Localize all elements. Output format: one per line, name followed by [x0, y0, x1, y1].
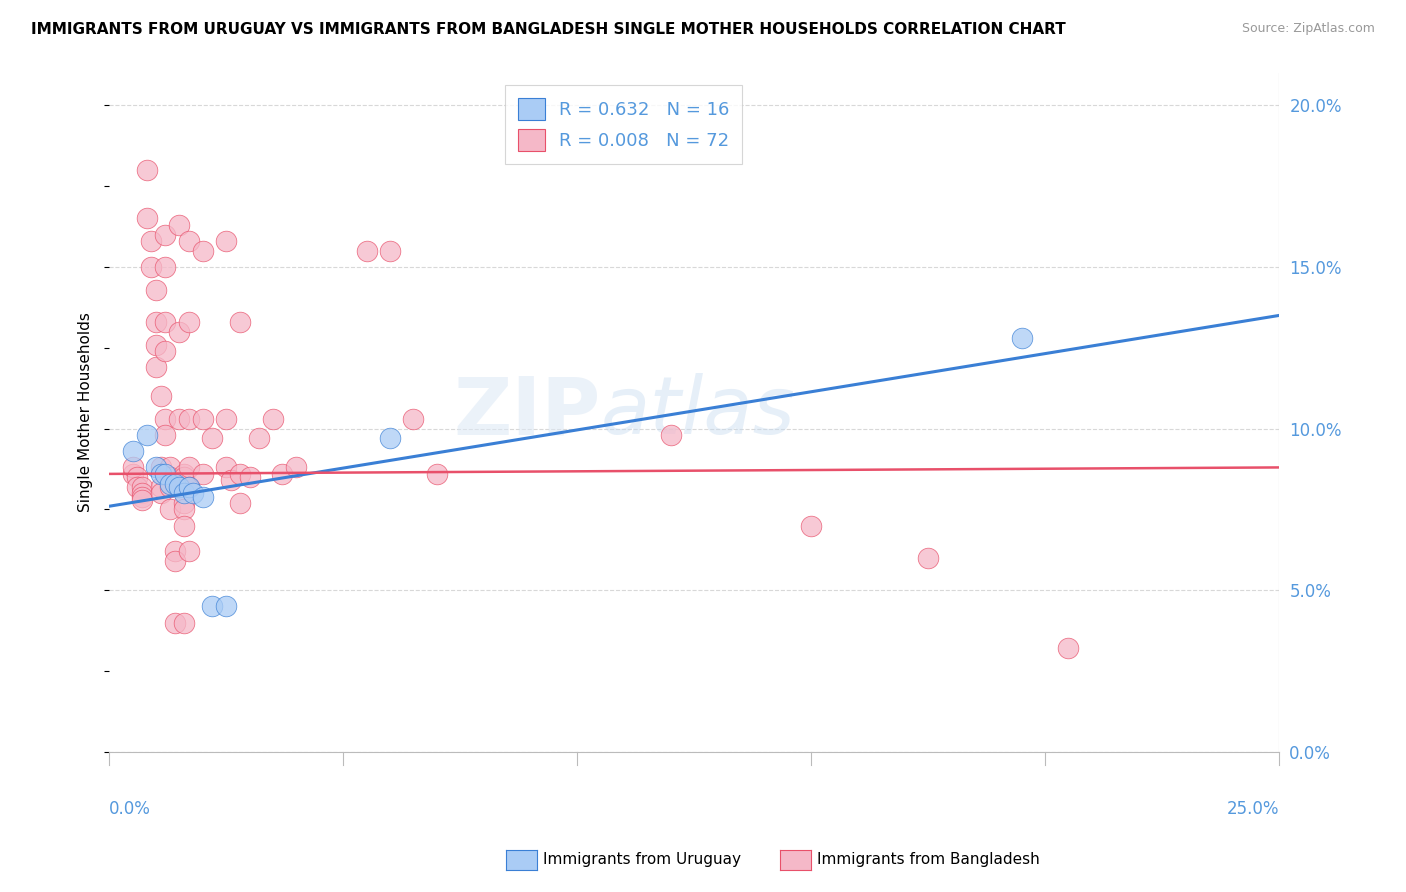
- Point: [145, 315, 167, 329]
- Point: [131, 492, 153, 507]
- Point: [378, 431, 401, 445]
- Text: Immigrants from Uruguay: Immigrants from Uruguay: [543, 853, 741, 867]
- Point: [917, 551, 939, 566]
- Point: [163, 615, 186, 630]
- Point: [173, 467, 195, 481]
- Point: [173, 615, 195, 630]
- Y-axis label: Single Mother Households: Single Mother Households: [79, 312, 93, 512]
- Text: Source: ZipAtlas.com: Source: ZipAtlas.com: [1241, 22, 1375, 36]
- Point: [159, 460, 181, 475]
- Point: [155, 467, 177, 481]
- Point: [135, 163, 157, 178]
- Point: [177, 480, 200, 494]
- Point: [135, 428, 157, 442]
- Point: [149, 389, 172, 403]
- Point: [131, 480, 153, 494]
- Point: [239, 470, 262, 484]
- Point: [145, 460, 167, 475]
- Point: [215, 460, 238, 475]
- Point: [800, 518, 823, 533]
- Point: [145, 360, 167, 375]
- Point: [247, 431, 270, 445]
- Point: [262, 412, 284, 426]
- Point: [159, 470, 181, 484]
- Point: [155, 428, 177, 442]
- Point: [191, 467, 214, 481]
- Point: [149, 467, 172, 481]
- Point: [177, 234, 200, 248]
- Point: [135, 211, 157, 226]
- Point: [426, 467, 449, 481]
- Point: [378, 244, 401, 258]
- Point: [1011, 331, 1033, 345]
- Point: [121, 467, 143, 481]
- Point: [229, 315, 252, 329]
- Point: [201, 599, 224, 614]
- Text: Immigrants from Bangladesh: Immigrants from Bangladesh: [817, 853, 1039, 867]
- Point: [145, 283, 167, 297]
- Point: [159, 502, 181, 516]
- Point: [271, 467, 294, 481]
- Point: [402, 412, 425, 426]
- Point: [173, 518, 195, 533]
- Point: [163, 554, 186, 568]
- Point: [155, 412, 177, 426]
- Point: [191, 412, 214, 426]
- Text: 0.0%: 0.0%: [110, 800, 150, 819]
- Point: [215, 412, 238, 426]
- Point: [177, 412, 200, 426]
- Point: [131, 486, 153, 500]
- Point: [177, 544, 200, 558]
- Point: [177, 315, 200, 329]
- Point: [169, 218, 191, 232]
- Point: [127, 480, 149, 494]
- Point: [149, 486, 172, 500]
- Legend: R = 0.632   N = 16, R = 0.008   N = 72: R = 0.632 N = 16, R = 0.008 N = 72: [505, 86, 742, 164]
- Point: [173, 502, 195, 516]
- Point: [163, 476, 186, 491]
- Text: IMMIGRANTS FROM URUGUAY VS IMMIGRANTS FROM BANGLADESH SINGLE MOTHER HOUSEHOLDS C: IMMIGRANTS FROM URUGUAY VS IMMIGRANTS FR…: [31, 22, 1066, 37]
- Point: [155, 227, 177, 242]
- Point: [159, 480, 181, 494]
- Point: [229, 467, 252, 481]
- Point: [191, 244, 214, 258]
- Text: ZIP: ZIP: [453, 374, 600, 451]
- Point: [159, 476, 181, 491]
- Point: [131, 490, 153, 504]
- Point: [141, 234, 163, 248]
- Point: [169, 325, 191, 339]
- Point: [121, 444, 143, 458]
- Point: [149, 460, 172, 475]
- Point: [149, 480, 172, 494]
- Point: [141, 260, 163, 274]
- Point: [155, 260, 177, 274]
- Point: [173, 496, 195, 510]
- Point: [285, 460, 308, 475]
- Point: [127, 470, 149, 484]
- Point: [201, 431, 224, 445]
- Point: [219, 474, 242, 488]
- Point: [1057, 641, 1080, 656]
- Point: [121, 460, 143, 475]
- Point: [173, 486, 195, 500]
- Point: [169, 480, 191, 494]
- Point: [155, 344, 177, 359]
- Point: [356, 244, 378, 258]
- Point: [659, 428, 682, 442]
- Point: [177, 480, 200, 494]
- Point: [173, 470, 195, 484]
- Point: [177, 460, 200, 475]
- Point: [169, 412, 191, 426]
- Point: [145, 337, 167, 351]
- Point: [155, 315, 177, 329]
- Point: [215, 234, 238, 248]
- Point: [163, 544, 186, 558]
- Text: 25.0%: 25.0%: [1226, 800, 1279, 819]
- Point: [229, 496, 252, 510]
- Point: [191, 490, 214, 504]
- Point: [183, 486, 205, 500]
- Text: atlas: atlas: [600, 374, 796, 451]
- Point: [215, 599, 238, 614]
